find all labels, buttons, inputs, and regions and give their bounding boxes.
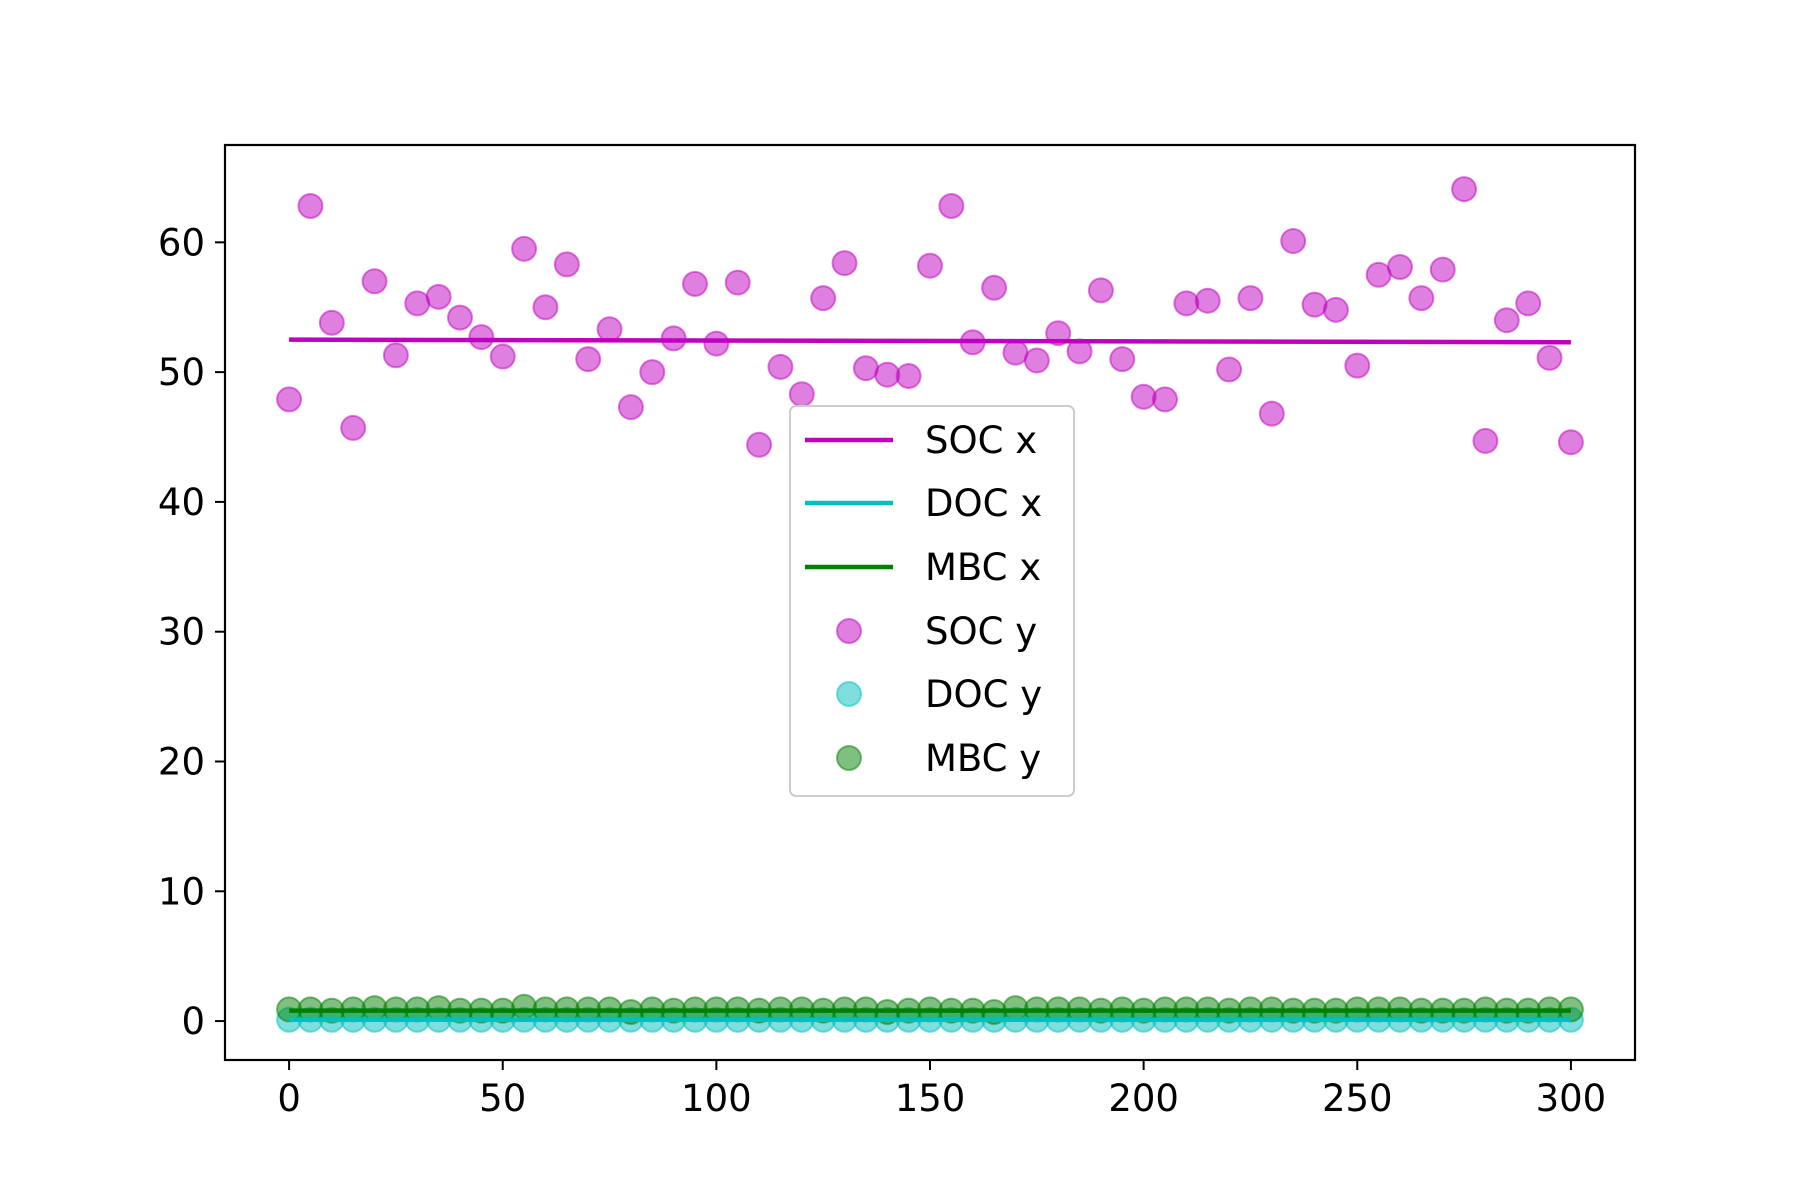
point-soc-y (1408, 285, 1435, 312)
point-soc-y (1258, 400, 1285, 427)
point-soc-y (788, 381, 815, 408)
point-soc-y (1130, 383, 1157, 410)
point-soc-y (1237, 285, 1264, 312)
legend-soc-x-label: SOC x (925, 419, 1037, 462)
point-soc-y (1109, 346, 1136, 373)
plot-area (276, 176, 1584, 1033)
point-soc-y (596, 316, 623, 343)
point-soc-y (1280, 228, 1307, 255)
point-soc-y (1472, 427, 1499, 454)
point-soc-y (617, 394, 644, 421)
point-soc-y (1023, 347, 1050, 374)
point-soc-y (1536, 344, 1563, 371)
point-soc-y (553, 251, 580, 278)
legend-soc-y-marker (836, 618, 862, 644)
point-soc-y (1152, 386, 1178, 413)
series-soc-y (276, 176, 1584, 458)
legend-mbc-y-label: MBC y (925, 737, 1041, 780)
point-mbc-y (425, 995, 452, 1022)
point-soc-y (575, 346, 602, 373)
point-soc-y (1087, 277, 1114, 304)
point-soc-y (874, 361, 901, 388)
x-tick-label: 50 (479, 1077, 526, 1120)
legend-mbc-x-label: MBC x (925, 546, 1041, 589)
point-soc-y (468, 324, 495, 351)
legend-soc-y-label: SOC y (925, 610, 1037, 653)
legend-doc-y-marker (836, 681, 862, 707)
point-soc-y (532, 294, 559, 321)
legend-doc-y-label: DOC y (925, 673, 1042, 716)
point-soc-y (1493, 307, 1520, 334)
point-soc-y (489, 343, 516, 370)
y-tick-label: 40 (158, 481, 205, 524)
point-soc-y (447, 304, 473, 331)
point-soc-y (746, 431, 773, 458)
point-soc-y (382, 342, 409, 369)
point-soc-y (917, 252, 943, 279)
x-tick-label: 250 (1322, 1077, 1393, 1120)
y-tick-label: 50 (158, 351, 205, 394)
point-soc-y (981, 274, 1008, 301)
y-tick-label: 10 (158, 870, 205, 913)
y-tick-label: 30 (158, 611, 205, 654)
point-soc-y (1322, 296, 1349, 323)
x-tick-label: 150 (895, 1077, 966, 1120)
point-soc-y (1557, 429, 1584, 456)
point-soc-y (895, 363, 922, 390)
point-soc-y (682, 270, 708, 297)
legend: SOC x DOC x MBC x SOC y DOC y MBC y (789, 405, 1075, 797)
point-mbc-y (361, 995, 388, 1022)
legend-doc-x-label: DOC x (925, 482, 1042, 525)
point-soc-y (852, 355, 879, 382)
point-soc-y (639, 359, 666, 386)
y-tick-label: 60 (158, 221, 205, 264)
point-soc-y (1451, 176, 1478, 203)
line-soc-x (289, 337, 1571, 345)
x-axis: 0 50 100 150 200 250 300 (277, 1060, 1606, 1120)
point-soc-y (276, 386, 303, 413)
point-soc-y (404, 290, 431, 317)
point-soc-y (1429, 256, 1456, 283)
point-mbc-y (511, 993, 538, 1020)
point-soc-y (831, 250, 858, 277)
point-mbc-y (1002, 995, 1029, 1022)
point-soc-y (361, 268, 388, 295)
point-soc-y (1194, 287, 1221, 314)
legend-mbc-y-marker (836, 745, 862, 771)
y-tick-label: 0 (181, 1000, 205, 1043)
x-tick-label: 0 (277, 1077, 301, 1120)
point-soc-y (318, 309, 345, 336)
x-tick-label: 200 (1108, 1077, 1179, 1120)
point-soc-y (1301, 291, 1328, 318)
y-axis: 0 10 20 30 40 50 60 (158, 221, 225, 1043)
point-soc-y (1344, 352, 1371, 379)
point-soc-y (297, 193, 324, 219)
point-soc-y (511, 235, 538, 262)
point-soc-y (724, 269, 751, 296)
point-soc-y (938, 193, 965, 219)
y-tick-label: 20 (158, 740, 205, 783)
x-tick-label: 100 (681, 1077, 752, 1120)
point-soc-y (767, 353, 794, 380)
point-soc-y (340, 414, 367, 441)
point-soc-y (1515, 290, 1542, 317)
point-soc-y (1387, 254, 1413, 280)
point-soc-y (703, 330, 730, 357)
x-tick-label: 300 (1536, 1077, 1607, 1120)
point-soc-y (1216, 356, 1243, 383)
point-soc-y (810, 285, 837, 312)
point-soc-y (425, 283, 452, 310)
axes-frame (223, 143, 1637, 1062)
point-soc-y (1173, 290, 1200, 317)
